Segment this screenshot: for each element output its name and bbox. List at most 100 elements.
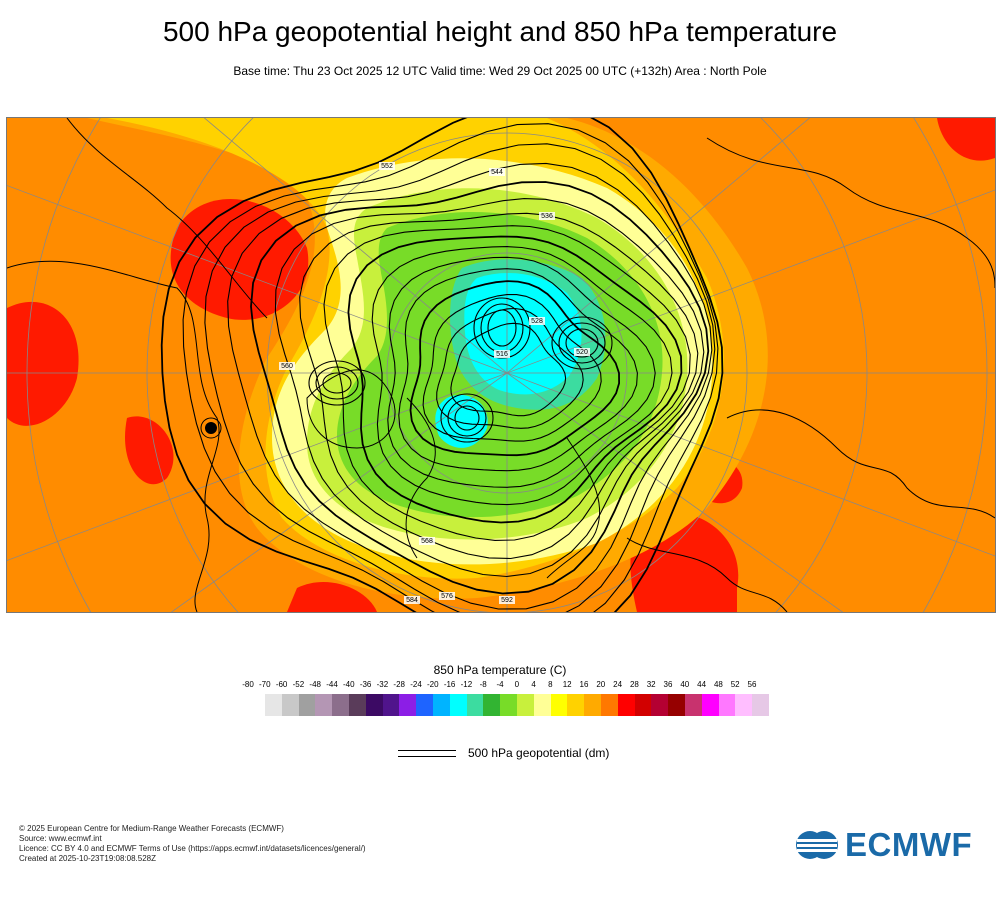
color-swatch <box>432 694 450 716</box>
color-swatch <box>617 694 635 716</box>
chart-subtitle: Base time: Thu 23 Oct 2025 12 UTC Valid … <box>233 64 767 78</box>
color-swatch <box>483 694 501 716</box>
vortex-contour <box>558 322 606 364</box>
contour-line-sample <box>398 746 458 760</box>
legend-tick: -28 <box>393 680 405 689</box>
color-swatch <box>634 694 652 716</box>
legend-tick: 56 <box>747 680 757 689</box>
legend-tick: -20 <box>427 680 439 689</box>
color-scale-bar <box>265 694 769 716</box>
legend-tick: 16 <box>579 680 589 689</box>
legend-tick: 32 <box>646 680 656 689</box>
legend-tick: -16 <box>443 680 456 689</box>
color-swatch <box>281 694 299 716</box>
svg-text:552: 552 <box>381 163 393 170</box>
contour-label: 584 <box>404 596 420 604</box>
contour-label: 560 <box>279 362 295 370</box>
color-swatch <box>701 694 719 716</box>
geopotential-contour <box>250 181 710 595</box>
geopotential-contour <box>371 246 673 506</box>
contour-legend-label: 500 hPa geopotential (dm) <box>468 746 610 760</box>
contour-label: 528 <box>529 317 545 325</box>
legend-tick: -24 <box>410 680 422 689</box>
color-swatch <box>449 694 467 716</box>
color-swatch <box>382 694 400 716</box>
svg-text:536: 536 <box>541 213 553 220</box>
legend-tick: 0 <box>514 680 520 689</box>
geopotential-contour <box>227 162 713 610</box>
geopotential-contour <box>387 256 656 488</box>
legend-tick: 40 <box>680 680 690 689</box>
contour-label: 536 <box>539 212 555 220</box>
color-swatch <box>416 694 433 716</box>
svg-text:584: 584 <box>406 597 418 604</box>
legend-tick: -36 <box>359 680 372 689</box>
contour-label: 552 <box>379 162 395 170</box>
contour-label: 516 <box>494 350 510 358</box>
color-swatch <box>735 694 753 716</box>
geopotential-contour <box>160 118 724 612</box>
copyright-line: © 2025 European Centre for Medium-Range … <box>19 824 284 833</box>
legend-tick: 20 <box>596 680 606 689</box>
legend-tick: 24 <box>613 680 623 689</box>
color-swatch <box>752 694 769 716</box>
contour-label: 568 <box>419 537 435 545</box>
color-swatch <box>651 694 669 716</box>
color-swatch <box>550 694 568 716</box>
polar-map[interactable]: 516 520 528 536 544 552 560 568 576 584 592 <box>6 117 996 613</box>
legend-ticks: -80 -70 -60 -52 -48 -44 -40 -36 -32 -28 -24 -20 -16-… <box>0 680 1000 692</box>
svg-text:520: 520 <box>576 349 588 356</box>
geopotential-contour <box>274 198 705 578</box>
svg-text:560: 560 <box>281 363 293 370</box>
contour-legend: 500 hPa geopotential (dm) <box>398 746 609 760</box>
licence-line: Licence: CC BY 4.0 and ECMWF Terms of Us… <box>19 844 366 853</box>
color-swatch <box>365 694 383 716</box>
legend-title: 850 hPa temperature (C) <box>433 663 567 677</box>
color-swatch <box>533 694 551 716</box>
color-swatch <box>584 694 601 716</box>
geopotential-contour <box>450 322 567 417</box>
vortex-contour <box>551 316 613 370</box>
geopotential-contour <box>182 123 719 612</box>
vortex-contour <box>440 393 494 443</box>
ecmwf-logo-icon <box>796 831 838 859</box>
legend-tick: -40 <box>343 680 355 689</box>
color-swatch <box>668 694 685 716</box>
legend-tick: 12 <box>562 680 572 689</box>
legend-tick: -70 <box>259 680 271 689</box>
vortex-contour <box>315 366 359 400</box>
source-line: Source: www.ecmwf.int <box>19 834 102 843</box>
svg-text:516: 516 <box>496 351 508 358</box>
legend-tick: 48 <box>713 680 723 689</box>
color-swatch <box>466 694 484 716</box>
legend-tick: 8 <box>548 680 553 689</box>
legend-tick: -48 <box>309 680 321 689</box>
geopotential-contour <box>422 294 602 442</box>
color-swatch <box>567 694 585 716</box>
ecmwf-logo[interactable]: ECMWF <box>795 826 972 864</box>
legend-tick: -80 <box>242 680 254 689</box>
legend-tick: 52 <box>730 680 740 689</box>
created-line: Created at 2025-10-23T19:08:08.528Z <box>19 854 156 863</box>
legend-tick: -4 <box>496 680 504 689</box>
vortex-contour <box>487 309 517 347</box>
color-swatch <box>516 694 534 716</box>
legend-tick: -52 <box>292 680 305 689</box>
legend-tick: -32 <box>376 680 389 689</box>
svg-text:576: 576 <box>441 593 453 600</box>
geopotential-contour <box>398 268 638 472</box>
color-swatch <box>265 694 282 716</box>
legend-tick: 4 <box>531 680 536 689</box>
ecmwf-logo-text: ECMWF <box>845 826 973 863</box>
footer: © 2025 European Centre for Medium-Range … <box>19 824 366 864</box>
geopotential-contour <box>204 143 716 612</box>
vortex-contour <box>322 372 352 394</box>
contour-label: 576 <box>439 592 455 600</box>
vortex-contour <box>565 328 599 358</box>
chart-title: 500 hPa geopotential height and 850 hPa … <box>162 16 838 47</box>
color-swatch <box>348 694 366 716</box>
color-swatch <box>315 694 333 716</box>
color-swatch <box>684 694 702 716</box>
contour-label: 544 <box>489 168 505 176</box>
geopotential-contour <box>409 280 621 457</box>
